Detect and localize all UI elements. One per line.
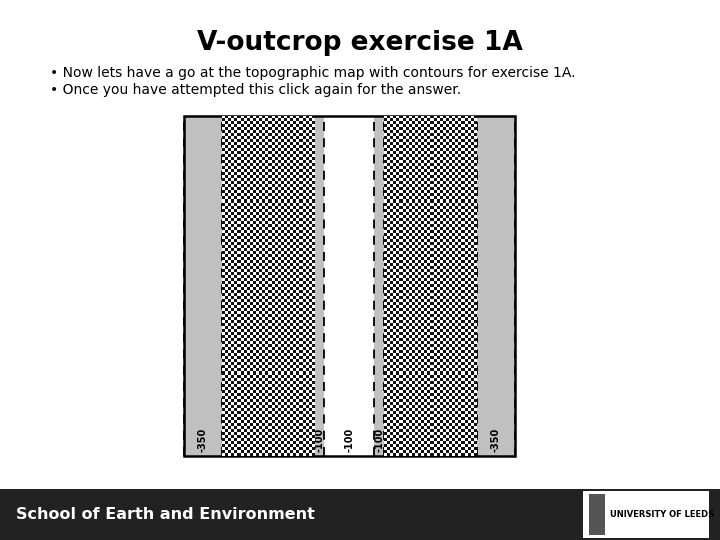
Text: -300: -300 [426, 428, 436, 452]
Text: -100: -100 [344, 428, 354, 452]
Text: -100: -100 [315, 428, 325, 452]
Bar [315, 116, 324, 456]
Bar [384, 116, 477, 456]
Bar [222, 116, 315, 456]
Bar [589, 494, 605, 535]
Text: -100: -100 [374, 428, 384, 452]
Text: V-outcrop exercise 1A: V-outcrop exercise 1A [197, 30, 523, 56]
Bar [324, 116, 374, 456]
Bar [583, 491, 709, 538]
Bar [184, 116, 515, 456]
Bar [477, 116, 515, 456]
Text: School of Earth and Environment: School of Earth and Environment [16, 507, 315, 522]
Bar [184, 116, 222, 456]
Bar [184, 116, 515, 456]
Text: UNIVERSITY OF LEEDS: UNIVERSITY OF LEEDS [610, 510, 714, 519]
Bar [0, 489, 720, 540]
Bar [374, 116, 384, 456]
Text: • Now lets have a go at the topographic map with contours for exercise 1A.: • Now lets have a go at the topographic … [50, 66, 576, 80]
Text: -300: -300 [263, 428, 273, 452]
Text: -350: -350 [197, 428, 207, 452]
Text: -350: -350 [491, 428, 501, 452]
Text: • Once you have attempted this click again for the answer.: • Once you have attempted this click aga… [50, 83, 462, 97]
